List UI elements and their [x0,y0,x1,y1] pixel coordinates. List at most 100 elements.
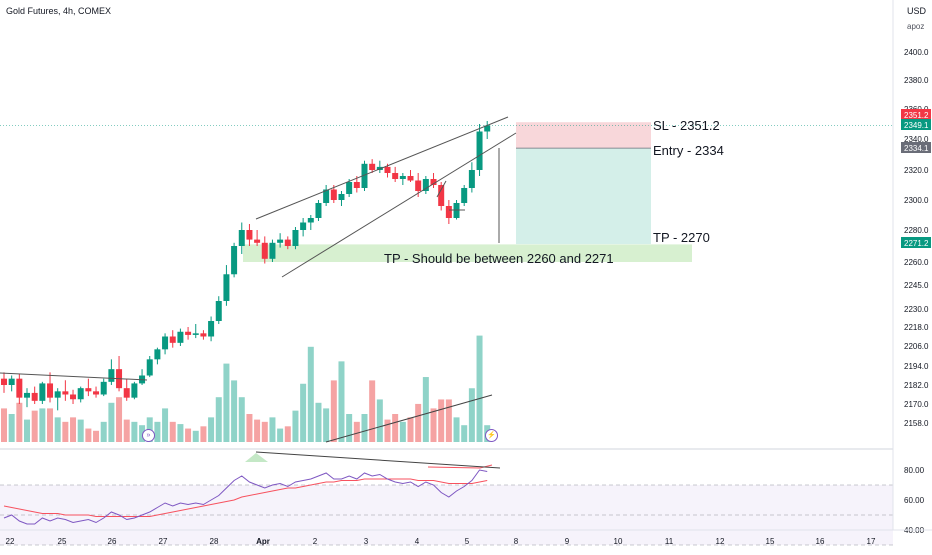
currency-label: USD [907,6,927,16]
candle-body[interactable] [77,388,84,400]
candle-body[interactable] [445,206,452,218]
price-tick-label: 2194.0 [904,362,929,371]
candle-body[interactable] [369,163,376,170]
candle-body[interactable] [93,391,100,395]
candle-body[interactable] [70,394,77,400]
candle-body[interactable] [399,176,406,179]
volume-bar [315,402,322,442]
candle-body[interactable] [162,336,169,350]
candle-body[interactable] [31,392,38,401]
candle-body[interactable] [300,222,307,231]
volume-bar [169,421,176,442]
candle-body[interactable] [24,392,31,398]
candle-body[interactable] [430,179,437,185]
candle-body[interactable] [392,173,399,179]
time-tick-label: 2 [313,537,318,546]
time-tick-label: Apr [256,537,270,546]
candle-body[interactable] [353,182,360,188]
candle-body[interactable] [284,239,291,246]
tp-target-zone[interactable] [243,244,692,262]
candle-body[interactable] [346,182,353,194]
price-tick-label: 2320.0 [904,166,929,175]
candle-body[interactable] [8,378,15,385]
rsi-ma-line [3,478,488,517]
stop-loss-zone[interactable] [516,122,651,149]
volume-bar [292,410,299,442]
candle-body[interactable] [47,383,54,398]
wedge-lower-line[interactable] [281,132,517,278]
candle-body[interactable] [169,336,176,343]
candle-body[interactable] [323,189,330,204]
candle-body[interactable] [292,230,299,246]
resistance-line[interactable] [0,372,148,381]
rsi-tick-label: 80.00 [904,466,925,475]
candle-body[interactable] [192,333,199,335]
author-label: apoz [907,22,925,31]
volume-flag-icon[interactable]: » [142,429,155,442]
volume-bar [338,361,345,442]
volume-bar [108,402,115,442]
candle-body[interactable] [85,388,92,392]
candle-body[interactable] [185,331,192,335]
candle-body[interactable] [16,378,23,398]
volume-bar [39,408,46,442]
volume-bar [185,428,192,442]
rsi-divergence-line[interactable] [255,451,501,469]
price-tick-label: 2245.0 [904,281,929,290]
candle-body[interactable] [39,383,46,401]
candle-body[interactable] [223,274,230,301]
candle-body[interactable] [100,381,107,395]
candle-body[interactable] [215,301,222,321]
candle-body[interactable] [254,239,261,243]
candle-body[interactable] [200,333,207,337]
trendlines [0,116,517,469]
candle-body[interactable] [154,349,161,360]
candle-body[interactable] [315,203,322,218]
lightning-icon[interactable]: ⚡ [485,429,498,442]
take-profit-zone[interactable] [516,148,651,245]
candle-body[interactable] [407,176,414,181]
volume-trend-line[interactable] [325,394,493,443]
volume-bars [1,335,491,442]
volume-bar [192,430,199,442]
volume-bar [246,414,253,442]
candle-body[interactable] [384,166,391,173]
candle-body[interactable] [307,218,314,223]
candle-body[interactable] [246,230,253,240]
candle-body[interactable] [330,189,337,201]
candle-body[interactable] [177,331,184,343]
volume-bar [116,397,123,442]
candle-body[interactable] [208,321,215,337]
candle-body[interactable] [54,391,61,398]
candle-body[interactable] [361,163,368,188]
wedge-upper-line[interactable] [255,116,509,220]
candle-body[interactable] [461,188,468,203]
candle-body[interactable] [238,230,245,246]
candle-body[interactable] [108,369,115,382]
time-tick-label: 22 [6,537,15,546]
swing-arrow-line[interactable] [436,180,447,198]
candle-body[interactable] [277,239,284,243]
candle-body[interactable] [484,125,491,132]
candle-body[interactable] [231,246,238,275]
candle-body[interactable] [422,179,429,191]
candle-body[interactable] [415,180,422,192]
candle-body[interactable] [146,359,153,376]
time-tick-label: 27 [159,537,168,546]
candle-body[interactable] [438,185,445,206]
candle-body[interactable] [261,242,268,259]
candle-body[interactable] [123,388,130,398]
candle-body[interactable] [338,194,345,200]
candle-body[interactable] [62,391,69,395]
candle-body[interactable] [1,378,7,385]
volume-bar [445,399,452,442]
candle-body[interactable] [269,242,276,259]
candle-body[interactable] [468,170,475,188]
volume-ma-line [427,464,493,469]
volume-bar [54,417,61,442]
price-tag [901,237,931,248]
candle-body[interactable] [131,383,138,398]
candle-body[interactable] [476,131,483,171]
